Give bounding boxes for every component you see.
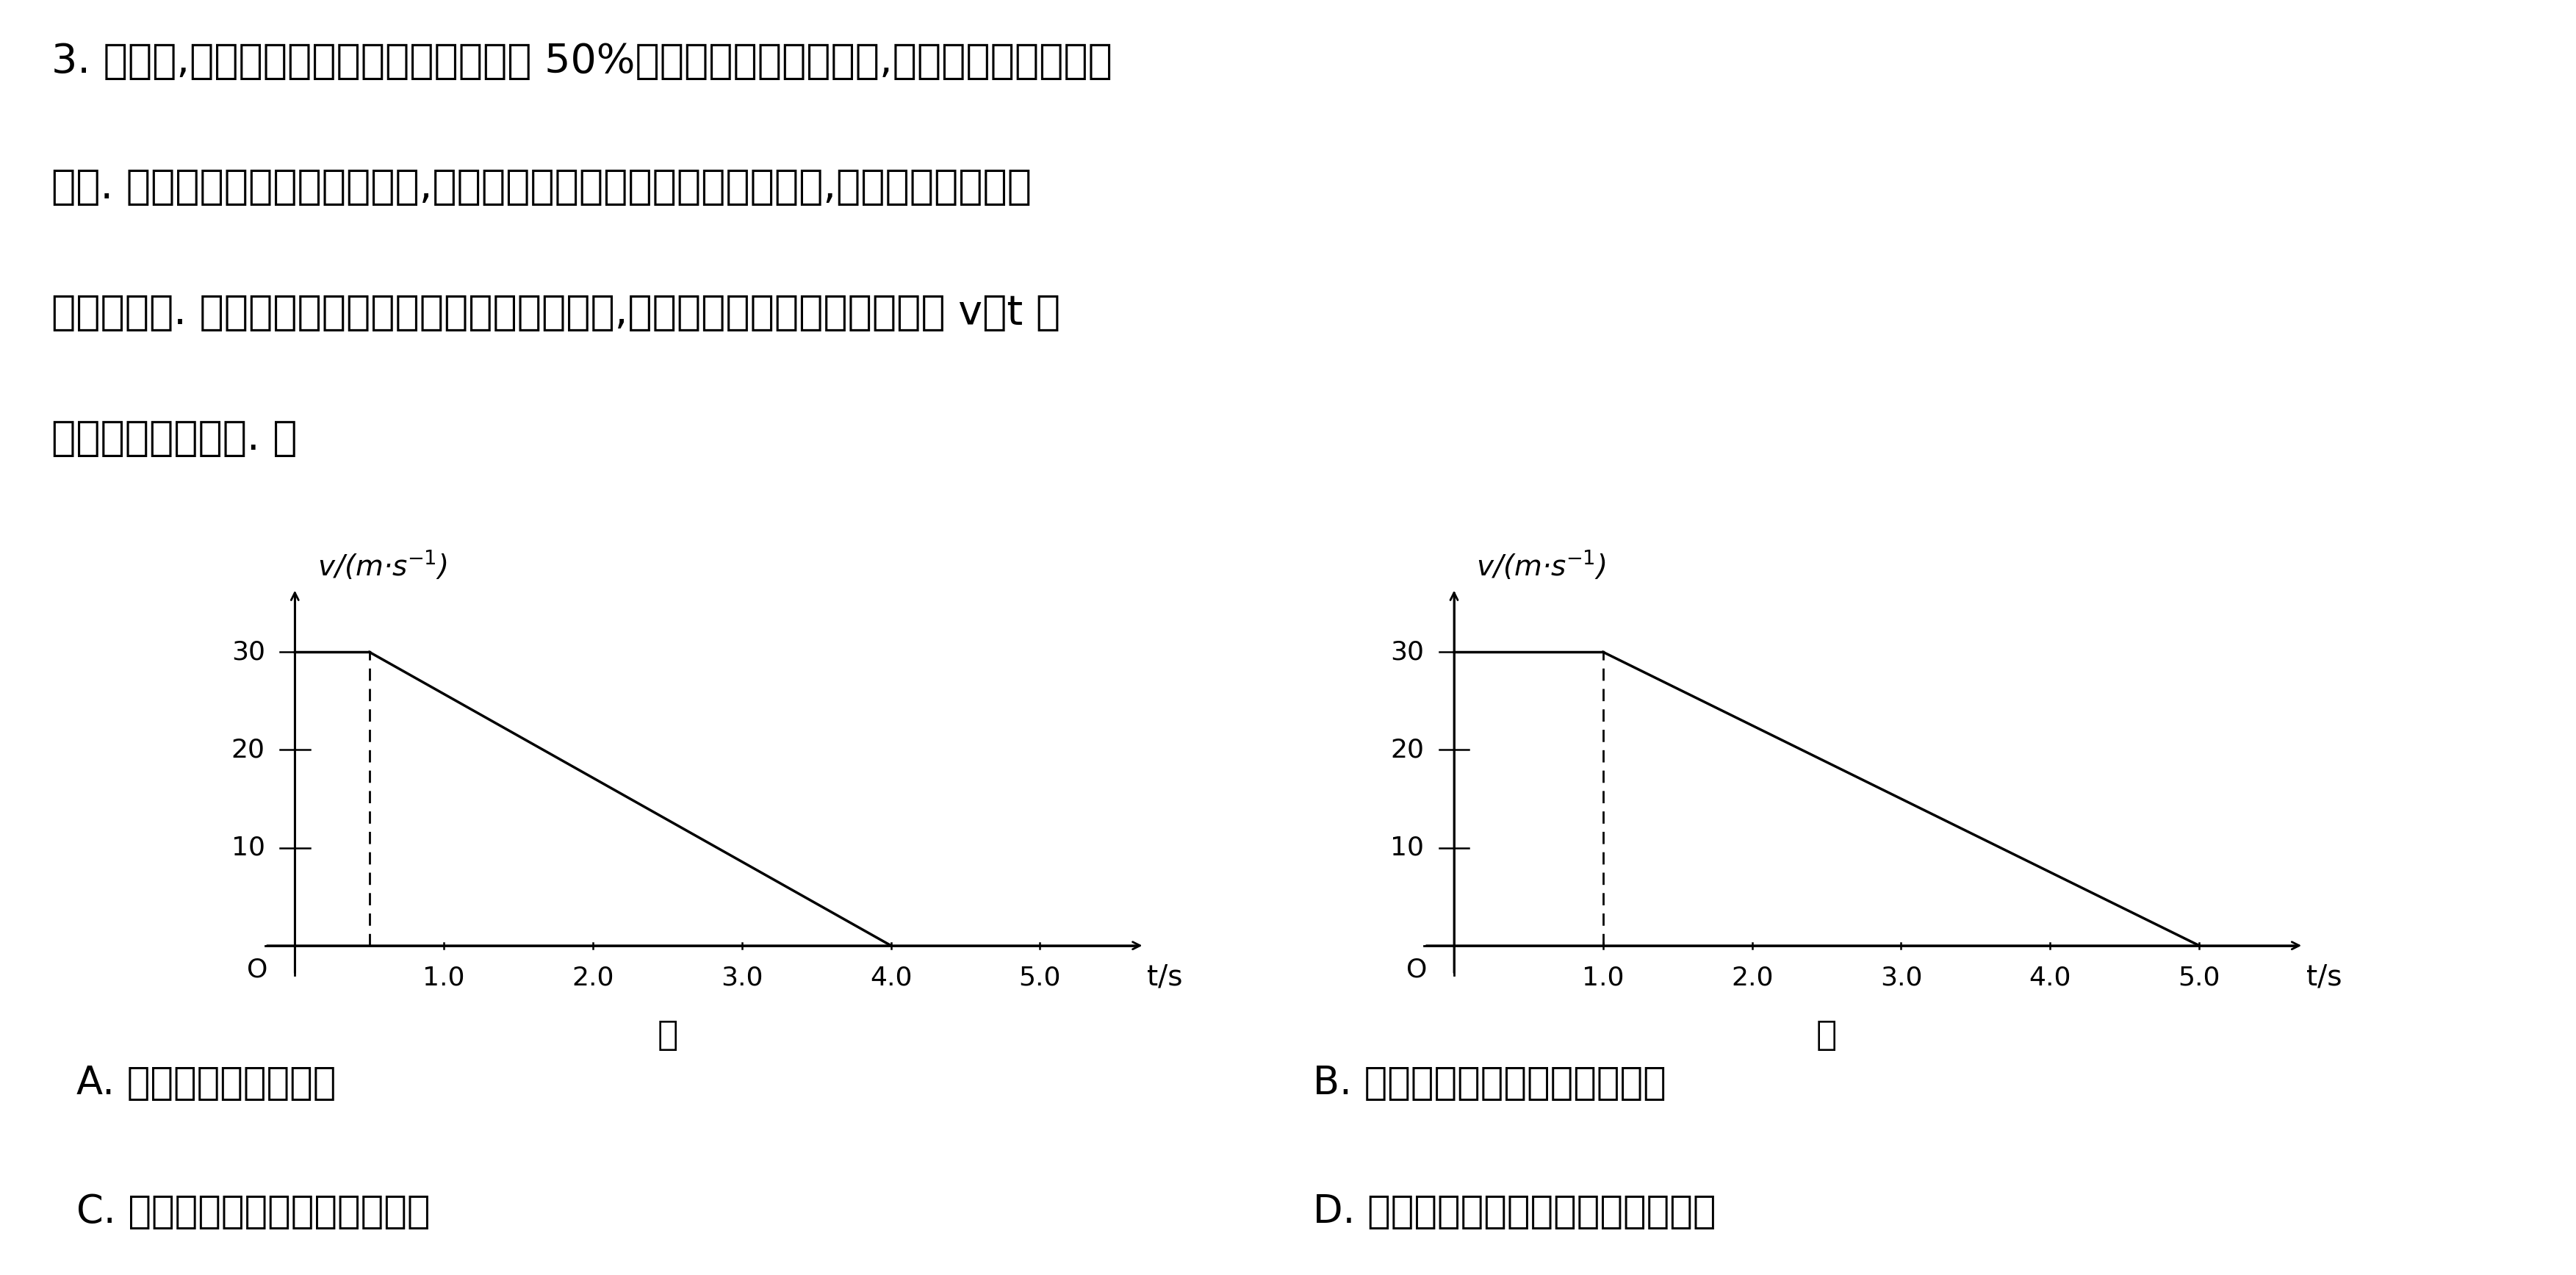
Text: t/s: t/s [2306,963,2342,991]
Text: 3.0: 3.0 [1880,965,1922,991]
Text: 20: 20 [1391,737,1425,762]
Text: O: O [247,958,268,982]
Text: 1.0: 1.0 [1582,965,1625,991]
Text: t/s: t/s [1146,963,1182,991]
Text: 乙: 乙 [1816,1019,1837,1052]
Text: 10: 10 [232,835,265,861]
Text: 4.0: 4.0 [871,965,912,991]
Text: B. 全过程酒后驾车的时间比较短: B. 全过程酒后驾车的时间比较短 [1314,1065,1667,1103]
Text: C. 全过程酒后驾车的位移比较小: C. 全过程酒后驾车的位移比较小 [77,1192,430,1230]
Text: 3. 据报道,每年由于交通造成死亡的事故中 50%以上都与酒后驾车有关,酒后驾车的危害触目: 3. 据报道,每年由于交通造成死亡的事故中 50%以上都与酒后驾车有关,酒后驾车… [52,42,1113,82]
Text: 30: 30 [232,640,265,664]
Text: 30: 30 [1391,640,1425,664]
Text: A. 图乙对应于正常驾车: A. 图乙对应于正常驾车 [77,1065,335,1103]
Text: 1.0: 1.0 [422,965,466,991]
Text: O: O [1406,958,1427,982]
Text: 2.0: 2.0 [1731,965,1772,991]
Text: 甲: 甲 [657,1019,677,1052]
Text: 3.0: 3.0 [721,965,762,991]
Text: $v$/(m·s$^{-1}$): $v$/(m·s$^{-1}$) [317,550,446,581]
Text: 加反应时间. 对比某驾驶员正常驾驶和酒后驾驶过程,记录感知前方危险后汽车运动 v－t 图: 加反应时间. 对比某驾驶员正常驾驶和酒后驾驶过程,记录感知前方危险后汽车运动 v… [52,293,1061,333]
Text: 4.0: 4.0 [2030,965,2071,991]
Text: 线如图甲、乙所示. 则: 线如图甲、乙所示. 则 [52,419,296,459]
Text: $v$/(m·s$^{-1}$): $v$/(m·s$^{-1}$) [1476,550,1605,581]
Text: D. 全过程酒后驾车的平均速度比较大: D. 全过程酒后驾车的平均速度比较大 [1314,1192,1716,1230]
Text: 5.0: 5.0 [1020,965,1061,991]
Text: 惊心. 驾驶员从视觉感知前方危险,到汽车开始制动的时间称为反应时间,酒后驾驶将明显增: 惊心. 驾驶员从视觉感知前方危险,到汽车开始制动的时间称为反应时间,酒后驾驶将明… [52,167,1030,207]
Text: 2.0: 2.0 [572,965,613,991]
Text: 20: 20 [232,737,265,762]
Text: 5.0: 5.0 [2179,965,2221,991]
Text: 10: 10 [1391,835,1425,861]
